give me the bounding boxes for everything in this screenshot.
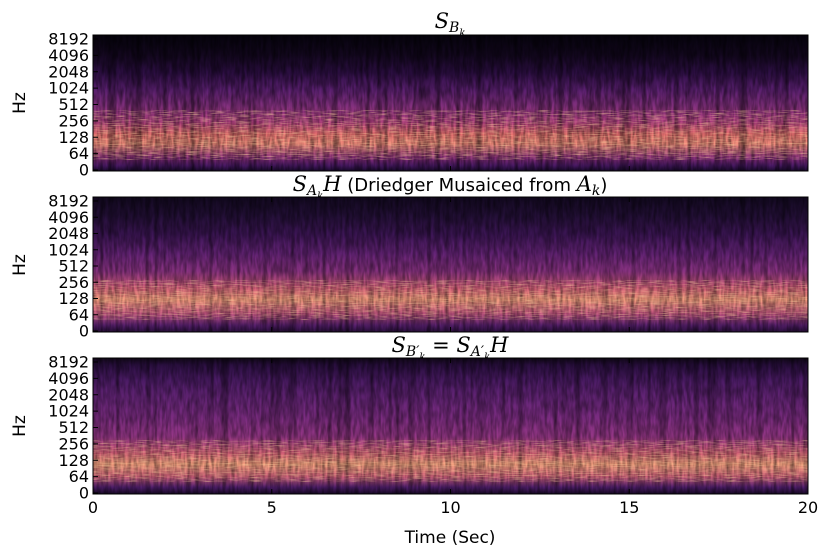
panel-3: SB′k = SA′kH 064128256512102420484096819… [10, 333, 818, 548]
panel-1-ylabel: Hz [10, 92, 30, 114]
panel-3-xticks: 0 5 10 15 20 [88, 358, 818, 517]
panel-2-title-part: k [592, 183, 600, 199]
xtick-label: 15 [619, 498, 639, 517]
panel-1-title-part: k [459, 28, 465, 39]
panel-2-title-part: (Driedger Musaiced from [342, 175, 577, 196]
ytick-label: 2048 [48, 224, 89, 243]
ytick-label: 2048 [48, 62, 89, 81]
ytick-label: 256 [58, 434, 89, 453]
ytick-label: 4096 [48, 46, 89, 65]
panel-1-title: SBk [435, 9, 466, 39]
ytick-label: 0 [79, 322, 89, 341]
ytick-label: 1024 [48, 402, 89, 421]
ytick-label: 4096 [48, 208, 89, 227]
panel-2-title-part: S [293, 172, 307, 196]
ytick-label: 128 [58, 128, 89, 147]
xtick-label: 0 [88, 498, 98, 517]
ytick-label: 8192 [48, 353, 89, 372]
ytick-label: 0 [79, 161, 89, 180]
panel-2-title-part: A [305, 183, 317, 199]
ytick-label: 1024 [48, 79, 89, 98]
panel-3-title: SB′k = SA′kH [392, 333, 510, 363]
panel-1-title-part: S [435, 9, 449, 33]
xtick-label: 20 [798, 498, 818, 517]
panel-3-spectrogram [93, 358, 808, 494]
panel-1-spectrogram [93, 35, 808, 171]
ytick-label: 128 [58, 289, 89, 308]
ytick-label: 1024 [48, 240, 89, 259]
panel-3-ylabel: Hz [10, 415, 30, 437]
ytick-label: 256 [58, 111, 89, 130]
ytick-label: 512 [58, 418, 89, 437]
ytick-label: 64 [69, 305, 89, 324]
xtick-label: 5 [267, 498, 277, 517]
panel-2-ylabel: Hz [10, 254, 30, 276]
ytick-label: 64 [69, 144, 89, 163]
panel-3-title-part: S [392, 333, 406, 357]
panel-2-spectrogram [93, 197, 808, 332]
ytick-label: 8192 [48, 30, 89, 49]
panel-3-title-part: = [425, 333, 456, 357]
panel-3-title-part: A′ [469, 344, 485, 360]
ytick-label: 512 [58, 95, 89, 114]
panel-3-xlabel: Time (Sec) [404, 528, 496, 548]
ytick-label: 2048 [48, 385, 89, 404]
panel-1-title-part: B [448, 20, 459, 36]
ytick-label: 256 [58, 273, 89, 292]
xtick-label: 10 [440, 498, 460, 517]
panel-3-title-part: B′ [405, 344, 420, 360]
panel-2-title: SAkH (Driedger Musaiced from Ak) [293, 172, 608, 202]
ytick-label: 0 [79, 484, 89, 503]
ytick-label: 8192 [48, 192, 89, 211]
panel-2-title-part: H [322, 172, 342, 196]
panel-2-title-part: A [575, 172, 592, 196]
panel-3-title-part: H [489, 333, 509, 357]
ytick-label: 64 [69, 467, 89, 486]
panel-3-title-part: S [456, 333, 470, 357]
panel-2-title-part: ) [600, 175, 607, 196]
ytick-label: 128 [58, 451, 89, 470]
ytick-label: 512 [58, 257, 89, 276]
panel-2: SAkH (Driedger Musaiced from Ak) 0641282… [10, 172, 809, 341]
ytick-label: 4096 [48, 369, 89, 388]
